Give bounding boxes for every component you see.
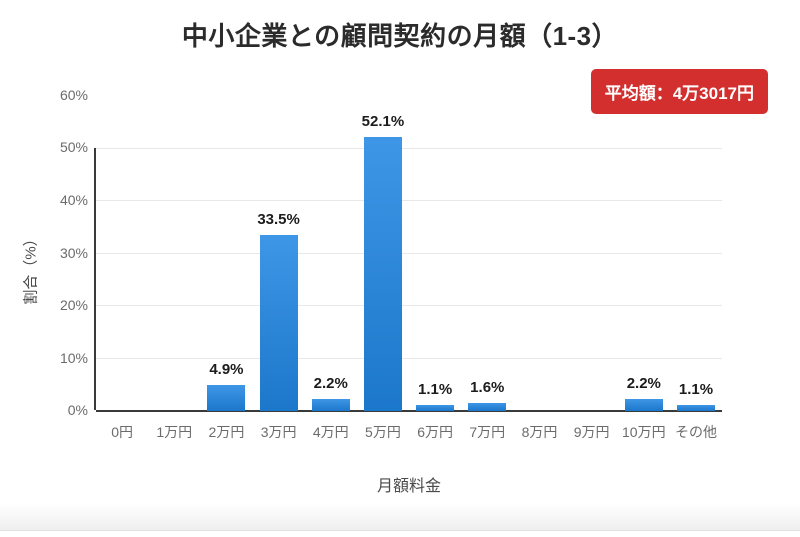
x-tick-label: 6万円 (417, 424, 454, 440)
bar (311, 399, 350, 411)
y-tick-label: 20% (59, 296, 88, 313)
bar (676, 405, 715, 411)
y-tick-label: 50% (59, 139, 88, 156)
y-tick-label: 40% (59, 191, 88, 208)
x-axis-title: 月額料金 (376, 478, 441, 495)
bar (624, 399, 663, 411)
x-tick-label: 7万円 (469, 424, 506, 440)
x-tick-label: 2万円 (208, 424, 245, 440)
bar-value-label: 1.6% (470, 378, 505, 396)
x-tick-label: 8万円 (521, 424, 558, 440)
x-tick-label: 9万円 (573, 424, 610, 440)
x-tick-label: 3万円 (260, 424, 297, 440)
y-tick-label: 10% (59, 349, 88, 366)
x-tick-label: 5万円 (365, 424, 401, 440)
x-tick-label: 10万円 (622, 424, 666, 440)
bar-value-label: 33.5% (257, 211, 300, 229)
bar-column: 1.1% (670, 95, 722, 411)
bar-column (566, 95, 618, 410)
chart-title: 中小企業との顧問契約の月額（1-3） (181, 21, 619, 51)
bar (207, 385, 246, 411)
bar-column (513, 95, 565, 410)
bar-column (96, 95, 148, 410)
average-badge: 平均額：4万3017円 (590, 69, 768, 114)
bar (363, 137, 402, 411)
bar (259, 235, 298, 411)
bar-column: 1.6% (461, 95, 513, 411)
gridline (96, 357, 722, 359)
bar-value-label: 52.1% (361, 113, 405, 131)
bar-column (148, 95, 200, 410)
page-bottom-edge (0, 503, 800, 531)
y-tick-label: 60% (59, 87, 88, 103)
bar-column: 33.5% (253, 95, 305, 411)
bar-column: 52.1% (357, 95, 409, 411)
gridline (96, 200, 722, 201)
bar-value-label: 4.9% (209, 361, 244, 379)
bar-value-label: 1.1% (418, 381, 453, 399)
y-axis-title: 割合（%） (22, 231, 40, 305)
gridline (96, 147, 722, 149)
y-tick-labels: 0% 10% 20% 30% 40% 50% 60% (0, 87, 88, 418)
x-tick-labels: 0円 1万円 2万円 3万円 4万円 5万円 6万円 7万円 8万円 9万円 10万円 その他 (96, 412, 722, 442)
bar-column: 2.2% (305, 95, 357, 411)
x-tick-label: 1万円 (156, 424, 193, 440)
x-tick-label: 4万円 (312, 424, 349, 440)
bar-value-label: 2.2% (313, 375, 348, 393)
y-axis-line (94, 147, 96, 410)
bar-column: 1.1% (409, 95, 461, 411)
bars-container: 4.9% 33.5% 2.2% 52.1% 1.1% 1.6% 2.2% 1.1% (96, 95, 722, 411)
x-tick-label: 0円 (111, 424, 133, 440)
bar-value-label: 1.1% (678, 381, 714, 399)
bar (468, 402, 507, 411)
bar-column: 2.2% (618, 95, 670, 411)
y-tick-label: 0% (67, 402, 88, 418)
x-tick-label: その他 (674, 424, 717, 440)
y-tick-label: 30% (59, 244, 88, 261)
bar-column: 4.9% (200, 95, 252, 411)
gridline (96, 305, 722, 306)
gridline (96, 252, 722, 254)
plot-area: 4.9% 33.5% 2.2% 52.1% 1.1% 1.6% 2.2% 1.1% (94, 95, 722, 412)
bar (416, 405, 455, 411)
bar-value-label: 2.2% (626, 375, 661, 393)
